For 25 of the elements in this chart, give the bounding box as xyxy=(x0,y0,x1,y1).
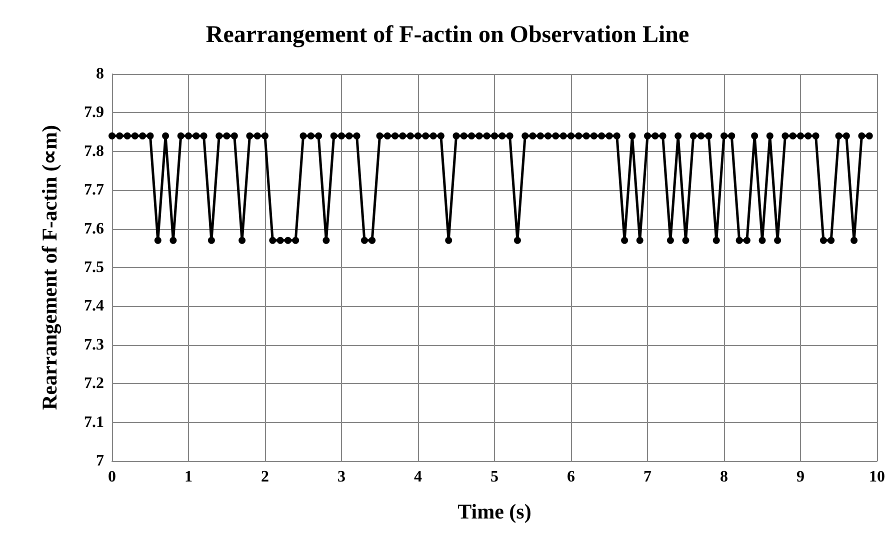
y-tick-label: 7.5 xyxy=(84,259,104,276)
x-tick-label: 8 xyxy=(720,468,728,486)
x-tick-label: 6 xyxy=(567,468,575,486)
y-tick-label: 7.6 xyxy=(84,220,104,238)
y-tick-label: 7.4 xyxy=(84,298,104,315)
x-tick-label: 0 xyxy=(108,468,116,486)
y-tick-label: 7.2 xyxy=(84,375,104,392)
y-axis-title: Rearrangement of F-actin (∝m) xyxy=(38,125,62,410)
x-tick-label: 1 xyxy=(184,468,192,486)
y-tick-label: 7.7 xyxy=(84,182,104,199)
x-tick-label: 4 xyxy=(414,468,422,486)
x-tick-label: 5 xyxy=(490,468,498,486)
x-tick-label: 2 xyxy=(261,468,269,486)
x-tick-label: 9 xyxy=(796,468,804,486)
x-tick-label: 10 xyxy=(869,468,885,486)
y-tick-label: 7.9 xyxy=(84,104,104,122)
y-tick-label: 7.8 xyxy=(84,142,104,160)
y-tick-label: 7.3 xyxy=(84,336,104,354)
y-tick-label: 7 xyxy=(96,452,104,470)
y-tick-label: 8 xyxy=(96,66,104,82)
x-tick-label: 7 xyxy=(644,468,652,486)
x-tick-label: 3 xyxy=(338,468,346,486)
chart-title: Rearrangement of F-actin on Observation Line xyxy=(206,22,690,48)
x-axis-title: Time (s) xyxy=(458,500,532,524)
y-tick-label: 7.1 xyxy=(84,414,104,431)
